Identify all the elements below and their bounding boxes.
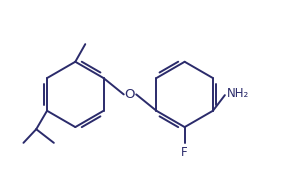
Text: O: O — [125, 88, 135, 101]
Text: NH₂: NH₂ — [227, 87, 249, 100]
Text: F: F — [181, 146, 188, 159]
